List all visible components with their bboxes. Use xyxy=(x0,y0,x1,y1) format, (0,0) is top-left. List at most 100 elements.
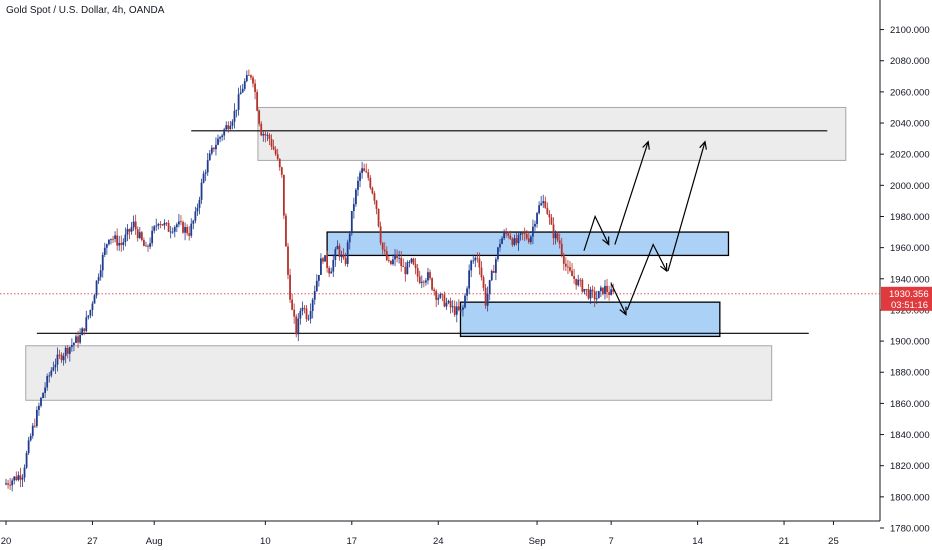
candle-body xyxy=(108,239,110,245)
y-tick-label: 2020.000 xyxy=(890,150,930,161)
candle xyxy=(97,273,100,285)
candle xyxy=(62,352,65,366)
candle-body xyxy=(149,243,151,247)
candle xyxy=(595,290,598,304)
candle-body xyxy=(373,193,376,201)
candle xyxy=(200,178,203,204)
candle xyxy=(270,134,273,150)
candle-body xyxy=(462,307,464,310)
candle xyxy=(274,146,277,156)
candle xyxy=(13,476,16,485)
candle xyxy=(398,250,401,264)
candle-body xyxy=(583,289,586,292)
candle-body xyxy=(449,300,452,308)
candle-body xyxy=(402,266,405,268)
candle-body xyxy=(202,173,205,183)
y-tick-label: 2100.000 xyxy=(890,25,930,36)
candle-body xyxy=(334,249,337,260)
candle-body xyxy=(571,270,573,277)
candle xyxy=(420,275,423,289)
candle xyxy=(9,477,12,490)
candle-body xyxy=(488,280,491,294)
candle xyxy=(147,244,149,252)
candle xyxy=(167,219,170,232)
candle-body xyxy=(245,75,248,82)
candle xyxy=(64,345,67,364)
candle xyxy=(293,303,296,324)
candle xyxy=(264,129,267,143)
candle-body xyxy=(468,270,471,289)
candle xyxy=(120,235,123,252)
candle-body xyxy=(114,235,116,239)
candle-body xyxy=(355,189,357,205)
candle xyxy=(254,79,256,100)
candle xyxy=(241,83,244,93)
candle xyxy=(112,235,114,244)
candle-body xyxy=(505,233,508,234)
candle-body xyxy=(532,226,534,237)
candle-body xyxy=(178,221,180,225)
candle-body xyxy=(564,263,567,267)
candle xyxy=(577,274,580,287)
candle-body xyxy=(29,435,32,441)
candle xyxy=(342,248,345,260)
candle xyxy=(435,289,438,308)
candle xyxy=(525,230,528,241)
candle-body xyxy=(330,271,333,274)
candle-body xyxy=(276,154,279,159)
candle-body xyxy=(11,480,14,486)
candle-body xyxy=(597,291,600,299)
candle xyxy=(278,158,281,171)
candle xyxy=(455,301,458,323)
y-tick-label: 1820.000 xyxy=(890,461,930,472)
candle xyxy=(459,309,462,313)
candle xyxy=(462,304,464,317)
candle xyxy=(544,196,547,209)
candle xyxy=(564,257,567,272)
candle xyxy=(151,226,154,247)
y-tick-label: 1800.000 xyxy=(890,492,930,503)
zones-layer xyxy=(25,106,847,401)
candle xyxy=(184,222,186,241)
candle xyxy=(604,280,606,300)
candle-body xyxy=(27,440,30,454)
candle xyxy=(145,241,147,247)
candle xyxy=(169,226,172,239)
candle-body xyxy=(548,213,551,218)
candle-body xyxy=(435,291,438,300)
candle xyxy=(326,250,328,273)
candle-body xyxy=(464,295,466,308)
candle xyxy=(194,206,197,224)
candle xyxy=(443,291,446,308)
candle xyxy=(99,264,102,281)
candle-body xyxy=(348,233,351,243)
candle xyxy=(268,132,271,146)
candle xyxy=(309,303,312,324)
candle-body xyxy=(122,242,125,245)
candle-body xyxy=(235,109,238,111)
candle-body xyxy=(291,299,294,310)
candle-body xyxy=(254,83,256,93)
candle xyxy=(494,256,497,281)
candle-body xyxy=(75,336,77,343)
candle xyxy=(108,239,110,246)
y-tick-label: 2060.000 xyxy=(890,87,930,98)
candle-body xyxy=(408,262,411,264)
candle-body xyxy=(544,201,547,208)
candle xyxy=(418,270,421,285)
candle-body xyxy=(110,238,112,240)
candle xyxy=(441,293,444,302)
candle xyxy=(457,299,460,312)
candle xyxy=(532,219,534,245)
candle xyxy=(486,286,489,312)
candle-body xyxy=(538,205,541,214)
candle-body xyxy=(247,75,250,76)
candle xyxy=(387,255,390,263)
candle-body xyxy=(58,354,61,356)
candle xyxy=(585,288,588,297)
candle xyxy=(188,226,191,241)
candle-body xyxy=(381,242,384,250)
candle xyxy=(379,221,382,246)
candle xyxy=(68,346,71,362)
